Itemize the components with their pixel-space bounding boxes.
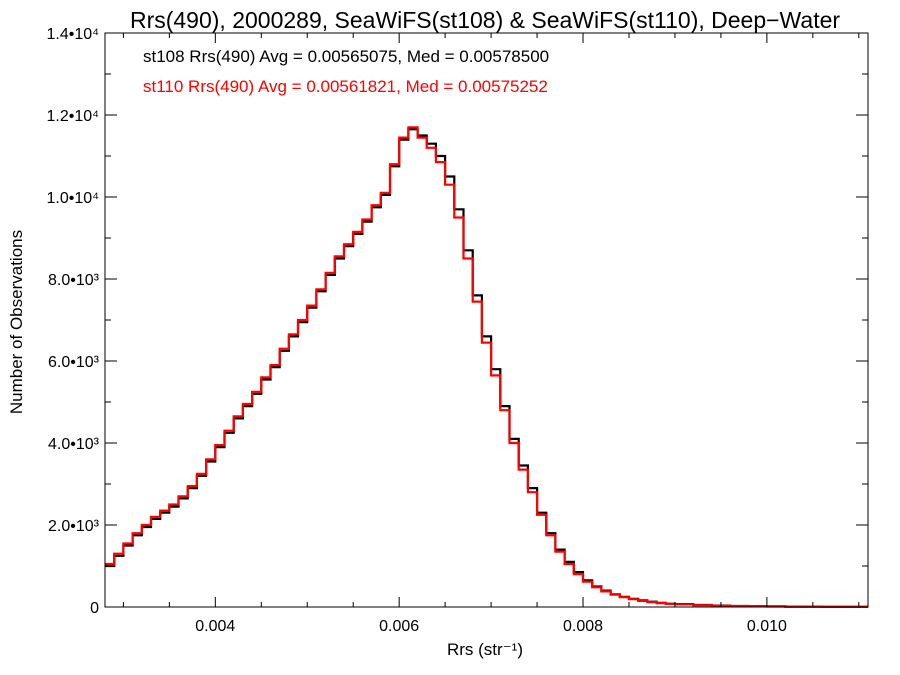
x-tick-label: 0.008 — [563, 618, 603, 635]
x-tick-label: 0.004 — [195, 618, 235, 635]
plot-area: 0.004 0.006 0.008 0.010 0 2.0•10³ 4.0•10³ 6.0•1… — [46, 26, 869, 635]
y-tick-label: 1.2•10⁴ — [46, 108, 99, 125]
x-tick-label: 0.010 — [747, 618, 787, 635]
series-line-st110 — [105, 126, 868, 608]
plot-frame — [104, 32, 869, 608]
x-tick-label: 0.006 — [379, 618, 419, 635]
legend-entry-st110: st110 Rrs(490) Avg = 0.00561821, Med = 0… — [143, 77, 548, 96]
series-line-st108 — [105, 128, 868, 608]
y-tick-label: 1.4•10⁴ — [46, 26, 99, 43]
y-tick-label: 1.0•10⁴ — [46, 190, 99, 207]
y-tick-label: 4.0•10³ — [48, 436, 100, 453]
y-tick-label: 8.0•10³ — [48, 272, 100, 289]
y-tick-label: 2.0•10³ — [48, 518, 100, 535]
chart-title: Rrs(490), 2000289, SeaWiFS(st108) & SeaW… — [130, 7, 840, 33]
y-tick-label: 6.0•10³ — [48, 354, 100, 371]
x-axis-label: Rrs (str⁻¹) — [447, 640, 523, 659]
legend-entry-st108: st108 Rrs(490) Avg = 0.00565075, Med = 0… — [143, 47, 549, 66]
y-axis-label: Number of Observations — [7, 230, 26, 414]
y-tick-label: 0 — [90, 600, 99, 617]
